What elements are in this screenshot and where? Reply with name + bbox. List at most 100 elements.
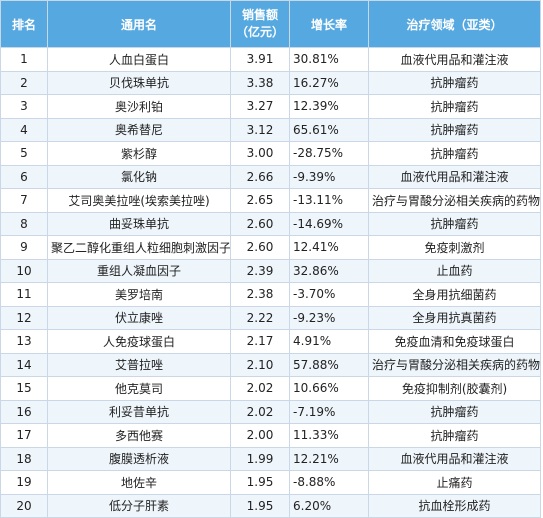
- cell-sales: 2.60: [230, 235, 290, 260]
- cell-area: 抗肿瘤药: [368, 117, 541, 142]
- table-row: 13 人免疫球蛋白 2.17 4.91% 免疫血清和免疫球蛋白: [0, 329, 541, 354]
- cell-rank: 12: [0, 305, 48, 330]
- table-row: 17 多西他赛 2.00 11.33% 抗肿瘤药: [0, 423, 541, 448]
- cell-growth: -9.23%: [289, 305, 369, 330]
- cell-area: 全身用抗细菌药: [368, 282, 541, 307]
- cell-growth: 12.39%: [289, 94, 369, 119]
- cell-area: 免疫刺激剂: [368, 235, 541, 260]
- cell-name: 奥沙利铂: [47, 94, 231, 119]
- cell-area: 血液代用品和灌注液: [368, 446, 541, 471]
- cell-sales: 2.60: [230, 211, 290, 236]
- header-name: 通用名: [47, 0, 231, 48]
- cell-area: 抗肿瘤药: [368, 211, 541, 236]
- cell-rank: 20: [0, 493, 48, 518]
- table-row: 9 聚乙二醇化重组人粒细胞刺激因子 2.60 12.41% 免疫刺激剂: [0, 235, 541, 260]
- cell-name: 重组人凝血因子: [47, 258, 231, 283]
- table-row: 7 艾司奥美拉唑(埃索美拉唑) 2.65 -13.11% 治疗与胃酸分泌相关疾病的药物: [0, 188, 541, 213]
- header-sales-line1: 销售额: [241, 8, 278, 22]
- cell-growth: 12.41%: [289, 235, 369, 260]
- cell-sales: 2.65: [230, 188, 290, 213]
- cell-rank: 15: [0, 376, 48, 401]
- cell-growth: -3.70%: [289, 282, 369, 307]
- cell-growth: -9.39%: [289, 164, 369, 189]
- cell-area: 治疗与胃酸分泌相关疾病的药物: [368, 352, 541, 377]
- cell-area: 抗肿瘤药: [368, 94, 541, 119]
- cell-name: 低分子肝素: [47, 493, 231, 518]
- cell-sales: 2.22: [230, 305, 290, 330]
- cell-rank: 16: [0, 399, 48, 424]
- cell-rank: 8: [0, 211, 48, 236]
- cell-rank: 2: [0, 70, 48, 95]
- cell-sales: 2.10: [230, 352, 290, 377]
- cell-name: 紫杉醇: [47, 141, 231, 166]
- cell-area: 抗肿瘤药: [368, 399, 541, 424]
- cell-growth: -28.75%: [289, 141, 369, 166]
- table-row: 2 贝伐珠单抗 3.38 16.27% 抗肿瘤药: [0, 70, 541, 95]
- cell-growth: 10.66%: [289, 376, 369, 401]
- cell-rank: 14: [0, 352, 48, 377]
- cell-growth: 4.91%: [289, 329, 369, 354]
- header-row: 排名 通用名 销售额 （亿元） 增长率 治疗领域（亚类）: [0, 0, 541, 48]
- table-row: 15 他克莫司 2.02 10.66% 免疫抑制剂(胶囊剂): [0, 376, 541, 401]
- cell-area: 止血药: [368, 258, 541, 283]
- cell-sales: 2.66: [230, 164, 290, 189]
- cell-area: 免疫血清和免疫球蛋白: [368, 329, 541, 354]
- cell-sales: 1.95: [230, 470, 290, 495]
- cell-name: 人免疫球蛋白: [47, 329, 231, 354]
- header-sales: 销售额 （亿元）: [230, 0, 290, 48]
- cell-growth: 6.20%: [289, 493, 369, 518]
- cell-growth: -7.19%: [289, 399, 369, 424]
- cell-sales: 2.02: [230, 376, 290, 401]
- cell-name: 曲妥珠单抗: [47, 211, 231, 236]
- table-row: 8 曲妥珠单抗 2.60 -14.69% 抗肿瘤药: [0, 211, 541, 236]
- cell-sales: 1.95: [230, 493, 290, 518]
- cell-growth: -13.11%: [289, 188, 369, 213]
- cell-sales: 2.39: [230, 258, 290, 283]
- cell-name: 奥希替尼: [47, 117, 231, 142]
- cell-growth: 32.86%: [289, 258, 369, 283]
- cell-growth: 11.33%: [289, 423, 369, 448]
- table-row: 5 紫杉醇 3.00 -28.75% 抗肿瘤药: [0, 141, 541, 166]
- cell-growth: 30.81%: [289, 47, 369, 72]
- cell-area: 全身用抗真菌药: [368, 305, 541, 330]
- header-sales-line2: （亿元）: [235, 25, 284, 39]
- cell-area: 血液代用品和灌注液: [368, 164, 541, 189]
- cell-name: 人血白蛋白: [47, 47, 231, 72]
- table-row: 3 奥沙利铂 3.27 12.39% 抗肿瘤药: [0, 94, 541, 119]
- cell-rank: 5: [0, 141, 48, 166]
- cell-sales: 3.91: [230, 47, 290, 72]
- table-row: 19 地佐辛 1.95 -8.88% 止痛药: [0, 470, 541, 495]
- cell-name: 艾司奥美拉唑(埃索美拉唑): [47, 188, 231, 213]
- cell-rank: 9: [0, 235, 48, 260]
- cell-sales: 2.38: [230, 282, 290, 307]
- cell-rank: 4: [0, 117, 48, 142]
- cell-growth: 65.61%: [289, 117, 369, 142]
- cell-growth: -8.88%: [289, 470, 369, 495]
- cell-area: 免疫抑制剂(胶囊剂): [368, 376, 541, 401]
- table-row: 1 人血白蛋白 3.91 30.81% 血液代用品和灌注液: [0, 47, 541, 72]
- cell-name: 氯化钠: [47, 164, 231, 189]
- cell-rank: 1: [0, 47, 48, 72]
- cell-rank: 17: [0, 423, 48, 448]
- cell-sales: 2.17: [230, 329, 290, 354]
- cell-growth: 57.88%: [289, 352, 369, 377]
- cell-name: 腹膜透析液: [47, 446, 231, 471]
- cell-rank: 18: [0, 446, 48, 471]
- table-row: 4 奥希替尼 3.12 65.61% 抗肿瘤药: [0, 117, 541, 142]
- table-row: 18 腹膜透析液 1.99 12.21% 血液代用品和灌注液: [0, 446, 541, 471]
- cell-rank: 13: [0, 329, 48, 354]
- cell-rank: 7: [0, 188, 48, 213]
- header-area: 治疗领域（亚类）: [368, 0, 541, 48]
- cell-area: 血液代用品和灌注液: [368, 47, 541, 72]
- table-row: 14 艾普拉唑 2.10 57.88% 治疗与胃酸分泌相关疾病的药物: [0, 352, 541, 377]
- cell-area: 抗肿瘤药: [368, 141, 541, 166]
- cell-name: 地佐辛: [47, 470, 231, 495]
- header-rank: 排名: [0, 0, 48, 48]
- cell-area: 抗血栓形成药: [368, 493, 541, 518]
- cell-sales: 3.00: [230, 141, 290, 166]
- cell-name: 美罗培南: [47, 282, 231, 307]
- cell-name: 聚乙二醇化重组人粒细胞刺激因子: [47, 235, 231, 260]
- table-row: 20 低分子肝素 1.95 6.20% 抗血栓形成药: [0, 493, 541, 518]
